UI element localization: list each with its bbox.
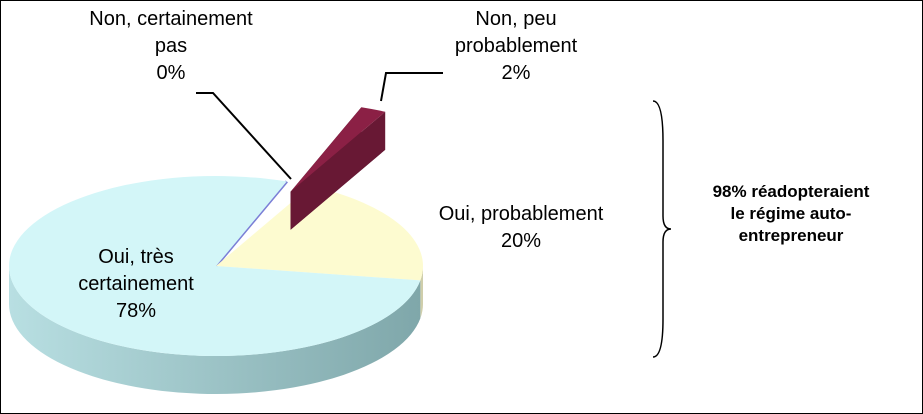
pie — [8, 107, 423, 394]
brace — [652, 100, 672, 358]
slice-side — [420, 266, 423, 319]
leader-line — [380, 72, 443, 102]
value-label: 0% — [156, 62, 186, 84]
slice-label: Non, peu probablement 2% — [441, 6, 591, 87]
category: Non, certainement pas — [89, 8, 253, 57]
slice-label: Oui, très certainement 78% — [61, 244, 211, 325]
slice-side — [290, 111, 386, 230]
slice — [290, 107, 386, 192]
value-label: 2% — [501, 62, 531, 84]
slice-side — [9, 266, 421, 394]
value-label: 78% — [115, 300, 157, 322]
leader-line — [196, 92, 292, 180]
slice — [8, 176, 421, 356]
slice — [216, 185, 423, 281]
slice-label: Oui, probablement 20% — [401, 201, 641, 255]
category: Oui, très certainement — [78, 246, 194, 295]
annotation: 98% réadopteraient le régime auto-entrep… — [712, 182, 870, 245]
value-label: 20% — [500, 230, 542, 252]
category: Non, peu probablement — [454, 8, 578, 57]
slice-label: Non, certainement pas 0% — [81, 6, 261, 87]
category: Oui, probablement — [438, 203, 604, 225]
